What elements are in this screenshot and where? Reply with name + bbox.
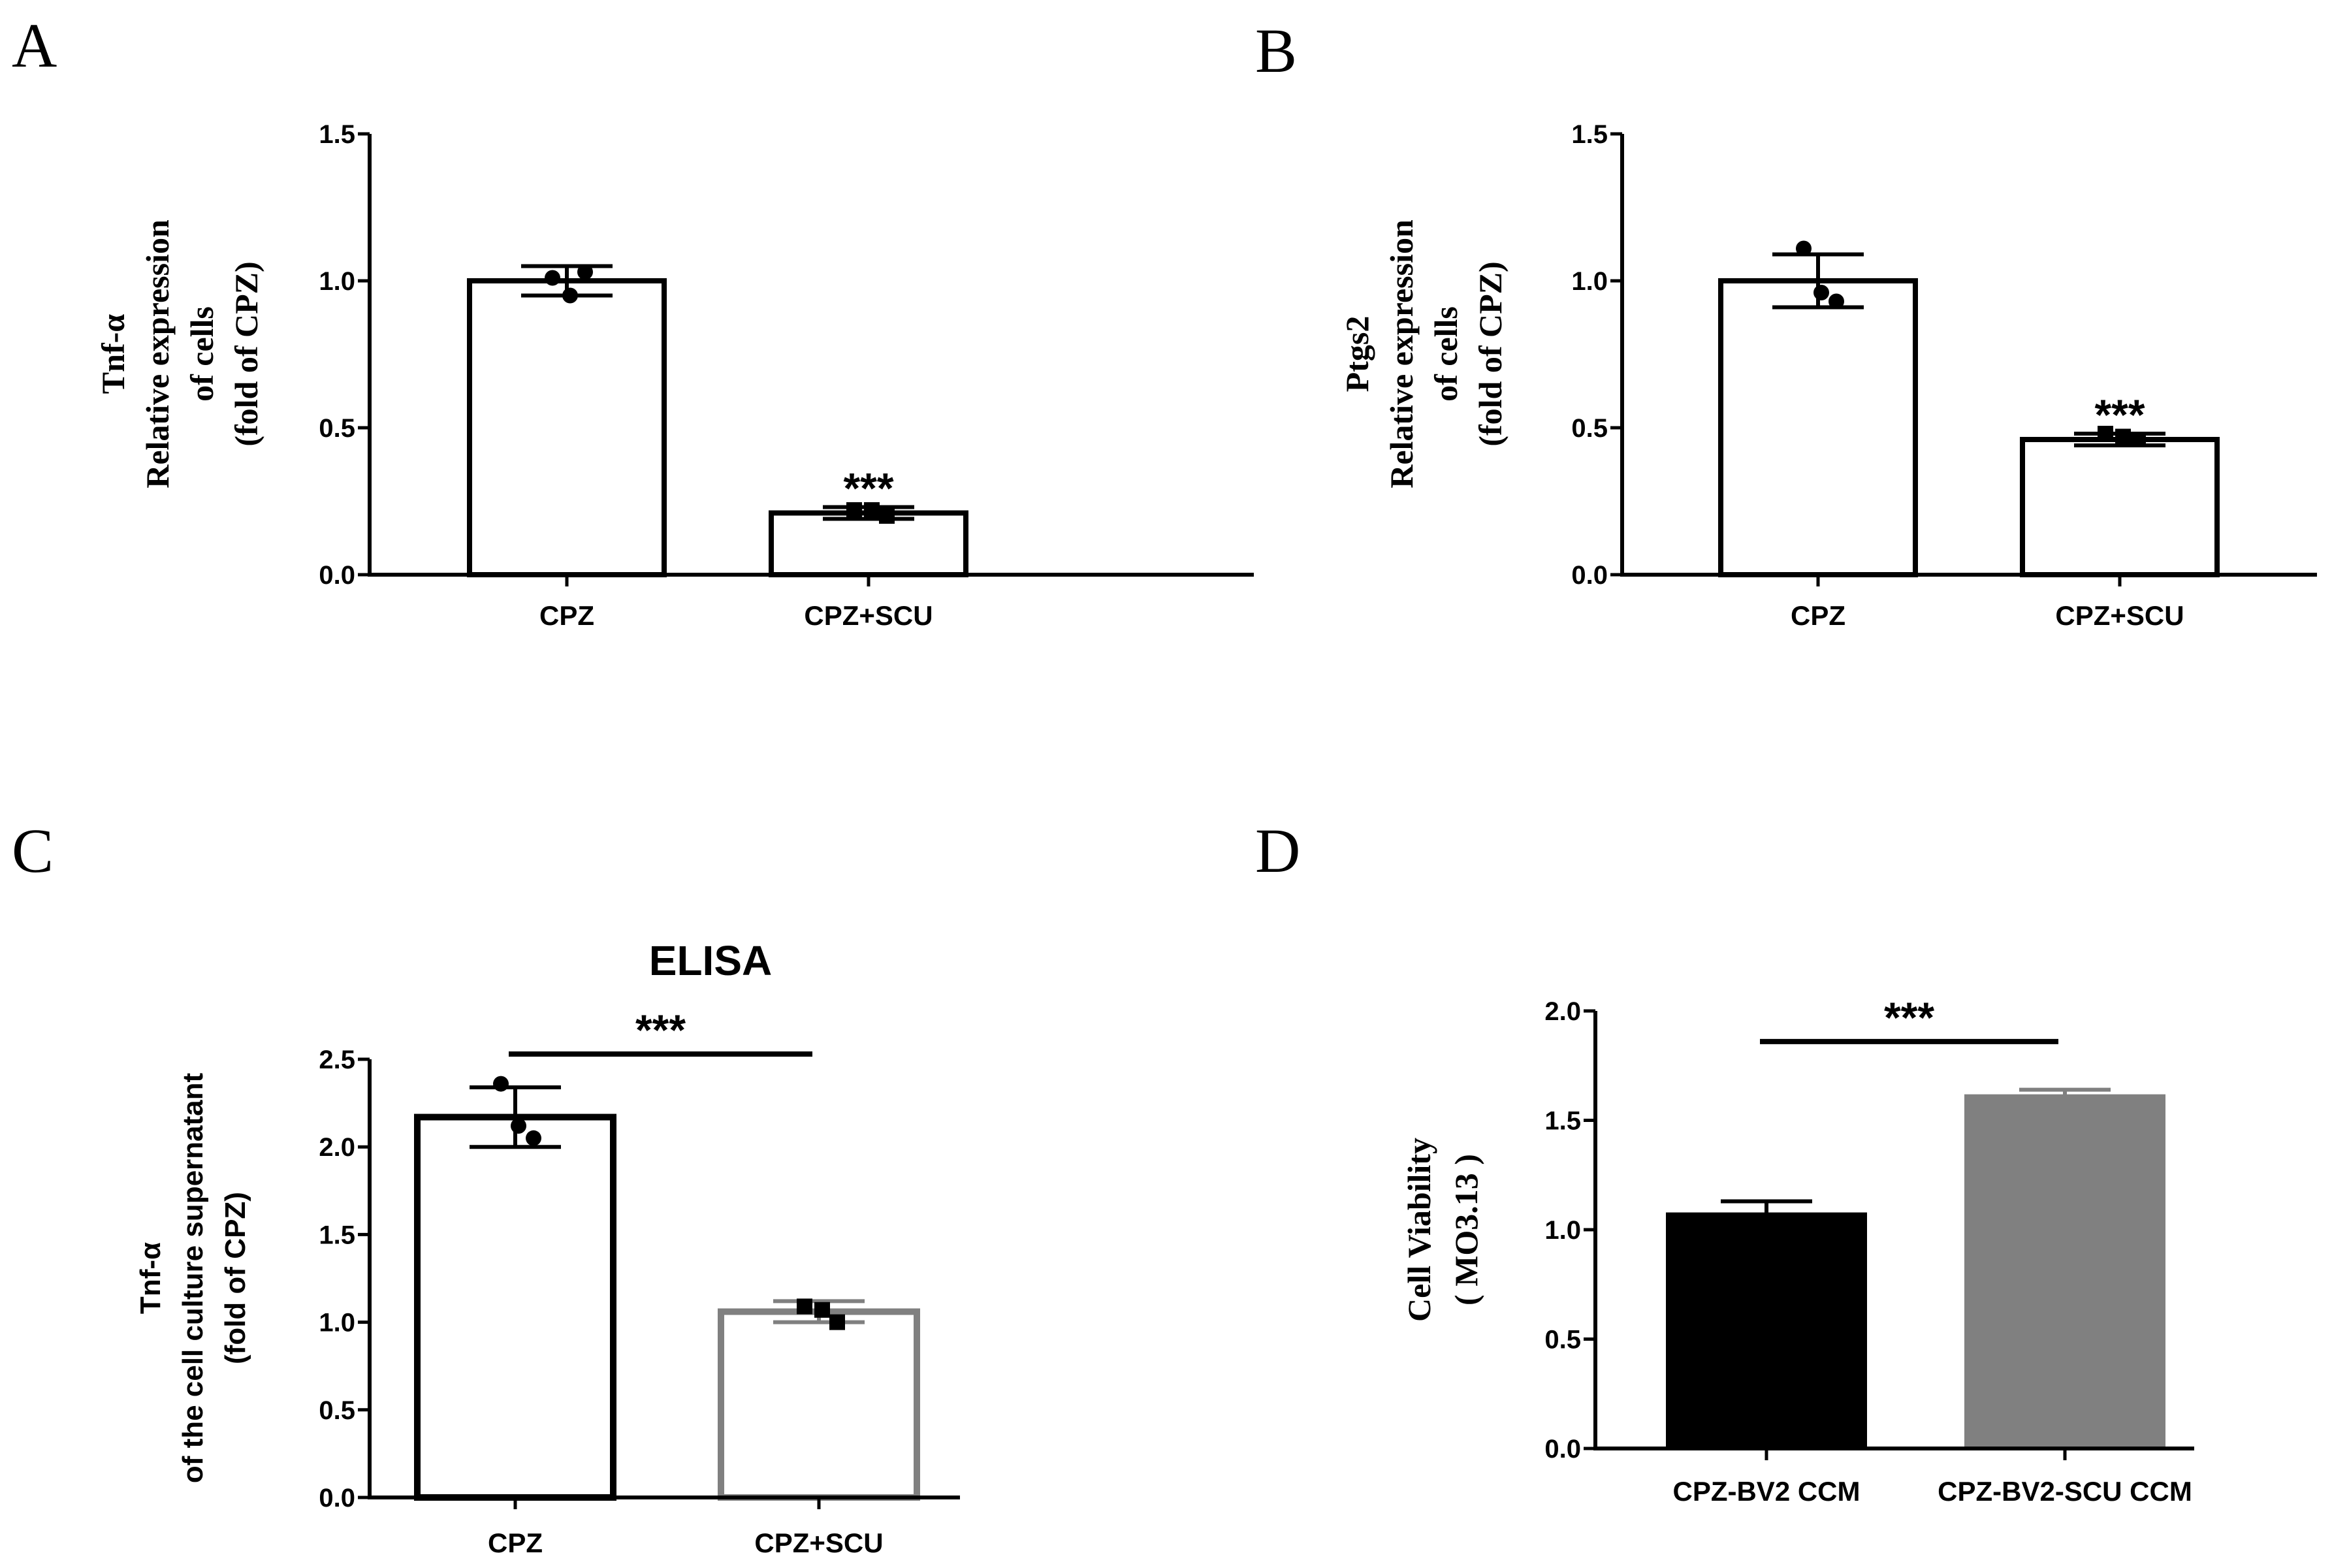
y-axis-label-line: of cells bbox=[1428, 306, 1464, 402]
y-tick-label: 1.0 bbox=[319, 1309, 355, 1337]
y-tick-label: 1.0 bbox=[1544, 1216, 1581, 1245]
data-point bbox=[864, 502, 880, 518]
y-tick-label: 0.5 bbox=[319, 1396, 355, 1425]
chart-panel-b: Ptgs2 Relative expression of cells (fold of… bbox=[1339, 120, 2317, 631]
data-point bbox=[829, 1314, 845, 1330]
y-tick-label: 0.0 bbox=[1571, 561, 1608, 590]
y-tick-label: 1.5 bbox=[319, 1221, 355, 1249]
data-point bbox=[1829, 293, 1844, 310]
data-point bbox=[493, 1076, 509, 1092]
chart-panel-d: Cell Viability ( MO3.13 ) 0.0 0.5 1.0 1.5 2.0 C… bbox=[1401, 993, 2194, 1507]
data-point bbox=[797, 1298, 812, 1315]
x-tick-label: CPZ bbox=[1791, 600, 1845, 631]
y-tick-label: 0.0 bbox=[319, 561, 355, 590]
data-point bbox=[814, 1302, 830, 1318]
y-axis-label-line: Tnf-α bbox=[95, 314, 131, 394]
y-tick-label: 0.0 bbox=[319, 1484, 355, 1512]
panel-letter-b: B bbox=[1255, 16, 1297, 86]
data-point bbox=[879, 508, 895, 524]
y-axis-label-line: ( MO3.13 ) bbox=[1448, 1154, 1484, 1305]
y-tick-label: 2.0 bbox=[319, 1133, 355, 1162]
data-point bbox=[2098, 426, 2113, 441]
x-tick-label: CPZ-BV2 CCM bbox=[1672, 1476, 1860, 1507]
x-tick-label: CPZ+SCU bbox=[2055, 600, 2184, 631]
y-tick-label: 1.0 bbox=[1571, 267, 1608, 296]
bar bbox=[1964, 1094, 2165, 1450]
x-tick-label: CPZ+SCU bbox=[804, 600, 933, 631]
chart-panel-a: Tnf-α Relative expression of cells (fold of… bbox=[95, 120, 1254, 631]
significance-label: *** bbox=[635, 1006, 686, 1054]
y-axis-label-line: Tnf-α bbox=[135, 1242, 167, 1314]
y-axis-label-line: of cells bbox=[184, 306, 220, 402]
x-tick-label: CPZ-BV2-SCU CCM bbox=[1938, 1476, 2192, 1507]
data-point bbox=[545, 270, 560, 286]
data-point bbox=[2130, 432, 2146, 447]
bar bbox=[769, 510, 968, 577]
bar bbox=[1666, 1212, 1867, 1451]
data-point bbox=[1796, 240, 1812, 257]
chart-title: ELISA bbox=[649, 937, 772, 984]
x-tick-label: CPZ+SCU bbox=[754, 1528, 883, 1558]
y-tick-label: 0.0 bbox=[1544, 1435, 1581, 1464]
x-tick-label: CPZ bbox=[539, 600, 594, 631]
y-axis-label-line: Relative expression bbox=[1383, 219, 1420, 488]
data-point bbox=[562, 287, 578, 304]
y-axis-label-line: Relative expression bbox=[139, 219, 176, 488]
y-axis-label-line: of the cell culture supernatant bbox=[177, 1072, 209, 1483]
data-point bbox=[511, 1117, 526, 1134]
data-point bbox=[1813, 285, 1829, 300]
y-axis-label-line: (fold of CPZ) bbox=[228, 261, 264, 446]
panel-letter-c: C bbox=[12, 816, 54, 886]
data-point bbox=[2115, 428, 2131, 445]
bar bbox=[1718, 278, 1918, 577]
bar bbox=[467, 278, 667, 577]
y-tick-label: 1.5 bbox=[1571, 120, 1608, 149]
y-tick-label: 1.0 bbox=[319, 267, 355, 296]
data-point bbox=[846, 502, 862, 518]
panel-letter-d: D bbox=[1255, 816, 1300, 886]
significance-label: *** bbox=[2094, 391, 2145, 439]
y-tick-label: 2.5 bbox=[319, 1046, 355, 1074]
y-tick-label: 2.0 bbox=[1544, 997, 1581, 1026]
y-axis-label-line: Cell Viability bbox=[1401, 1138, 1437, 1322]
y-tick-label: 1.5 bbox=[319, 120, 355, 149]
data-point bbox=[577, 264, 593, 280]
y-axis-label-line: (fold of CPZ) bbox=[1472, 261, 1509, 446]
data-point bbox=[526, 1130, 541, 1146]
y-axis-label-line: Ptgs2 bbox=[1339, 316, 1375, 392]
panel-letter-a: A bbox=[12, 10, 57, 80]
bar bbox=[414, 1113, 616, 1501]
chart-panel-c: ELISA Tnf-α of the cell culture supernatan… bbox=[135, 937, 960, 1558]
significance-label: *** bbox=[843, 464, 893, 513]
y-tick-label: 0.5 bbox=[1571, 414, 1608, 443]
bar bbox=[2020, 437, 2220, 577]
y-tick-label: 0.5 bbox=[319, 414, 355, 443]
y-tick-label: 0.5 bbox=[1544, 1326, 1581, 1354]
y-tick-label: 1.5 bbox=[1544, 1107, 1581, 1136]
bar bbox=[718, 1308, 920, 1501]
significance-label: *** bbox=[1884, 993, 1934, 1042]
y-axis-label-line: (fold of CPZ) bbox=[219, 1192, 251, 1364]
x-tick-label: CPZ bbox=[488, 1528, 543, 1558]
